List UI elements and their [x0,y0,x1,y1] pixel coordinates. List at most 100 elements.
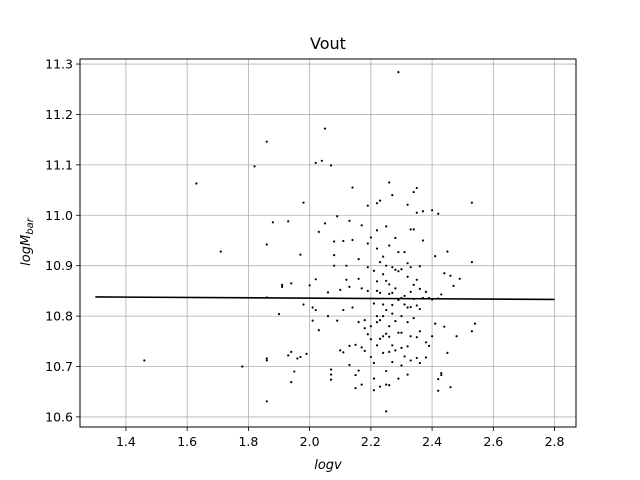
scatter-point [382,335,385,338]
scatter-point [360,224,363,227]
scatter-point [311,319,314,322]
scatter-point [470,261,474,264]
scatter-point [305,352,308,356]
scatter-point [333,253,336,257]
scatter-point [452,284,455,287]
scatter-point [342,308,345,312]
scatter-point [427,296,431,300]
scatter-point [366,266,369,269]
scatter-point [363,327,366,330]
scatter-point [348,363,351,367]
scatter-point [421,296,425,300]
scatter-point [323,222,327,225]
scatter-point [440,373,443,377]
scatter-point [458,277,461,280]
scatter-point [375,321,379,324]
scatter-point [372,389,376,392]
y-tick-label: 11.3 [45,57,73,72]
scatter-point [369,325,372,328]
scatter-point [317,329,320,332]
scatter-point [437,212,440,215]
scatter-point [329,368,333,371]
scatter-point [391,266,394,269]
scatter-point [391,360,394,364]
scatter-point [336,215,339,218]
scatter-point [241,365,244,368]
scatter-point [400,364,403,367]
scatter-point [333,240,336,243]
scatter-point [434,255,437,258]
scatter-point [385,308,388,312]
scatter-point [378,291,382,295]
scatter-point [406,345,409,348]
scatter-point [271,221,274,224]
scatter-point [348,344,351,347]
scatter-point [443,325,446,328]
scatter-point [336,319,339,322]
scatter-point [357,277,360,280]
y-tick-label: 11.1 [45,157,73,172]
scatter-point [400,296,403,300]
plot-area-frame [79,58,577,428]
scatter-point [363,319,366,322]
y-tick-label: 10.9 [45,258,73,273]
scatter-point [290,350,293,353]
scatter-point [302,201,305,204]
scatter-point [265,296,268,299]
scatter-point [277,312,281,316]
y-axis-label-main: logM [19,235,34,266]
scatter-point [265,400,268,403]
scatter-point [375,344,379,347]
scatter-point [348,219,351,222]
scatter-point [470,201,474,204]
scatter-point [412,228,415,231]
scatter-point [299,355,302,359]
scatter-point [406,262,409,265]
scatter-point [339,349,342,352]
scatter-point [394,349,397,352]
scatter-point [329,378,333,381]
scatter-point [403,294,406,298]
scatter-point [394,236,397,240]
scatter-point [320,159,323,162]
scatter-point [311,306,314,309]
scatter-point [265,359,268,362]
scatter-point [388,335,391,338]
scatter-point [406,203,409,206]
scatter-point [409,359,412,362]
y-tick-label: 10.8 [45,309,73,324]
scatter-point [397,71,400,74]
scatter-point [430,209,434,212]
scatter-point [299,253,302,256]
y-tick-label: 11.2 [45,107,73,122]
scatter-point [391,194,394,197]
x-axis-label: logv [314,458,342,473]
scatter-point [354,373,357,377]
scatter-point [375,247,379,250]
scatter-point [470,330,474,333]
scatter-point [360,383,363,386]
scatter-point [372,302,376,305]
scatter-point [314,278,317,281]
scatter-point [400,331,403,334]
scatter-point [415,356,418,360]
scatter-point [378,199,382,202]
scatter-point [415,336,418,339]
scatter-point [323,127,327,130]
scatter-point [455,335,458,338]
scatter-point [409,335,412,338]
scatter-point [446,351,449,354]
scatter-point [375,229,379,232]
scatter-points [143,71,477,413]
grid [80,59,576,427]
scatter-point [366,242,369,245]
scatter-point [375,202,379,205]
scatter-point [265,357,268,360]
scatter-point [415,211,418,214]
scatter-point [418,307,421,311]
scatter-point [296,357,299,360]
scatter-point [308,284,311,287]
scatter-point [388,283,391,286]
